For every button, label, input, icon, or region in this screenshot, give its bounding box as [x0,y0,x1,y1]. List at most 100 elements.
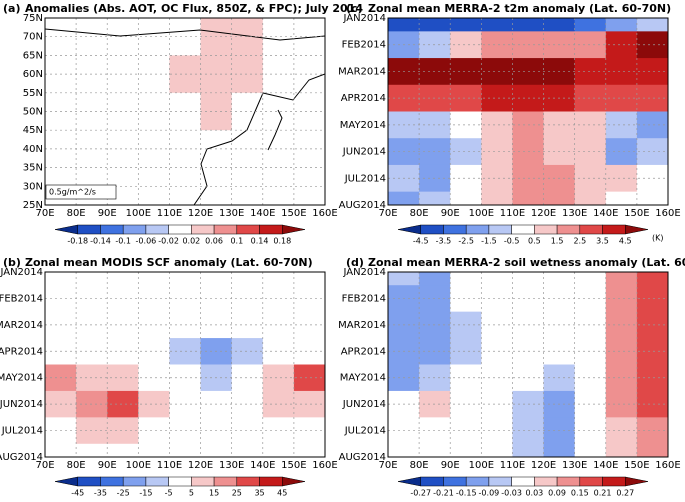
y-tick-label: 30N [23,181,43,192]
y-tick-label: 25N [23,200,43,211]
panel-label: (d) [346,256,364,269]
colorbar-label: -0.14 [90,237,111,246]
y-tick-label: JUL2014 [344,426,386,437]
x-tick-label: 120E [531,208,556,219]
heat-cell [636,58,668,86]
colorbar-label: -0.5 [504,237,520,246]
colorbar-label: -5 [165,489,173,498]
x-tick-label: 120E [188,460,213,471]
colorbar-swatch [488,476,512,487]
heat-cell [605,58,638,86]
heat-cell [262,364,295,392]
heat-cell [388,443,420,457]
heat-cell [169,272,202,286]
heat-cell [169,443,202,457]
colorbar-swatch [191,224,215,235]
x-tick-label: 150E [624,208,649,219]
heat-cell [636,338,668,365]
y-tick-label: APR2014 [0,346,43,357]
x-tick-label: 140E [250,460,275,471]
chart-title: Zonal mean MERRA-2 soil wetness anomaly … [368,256,685,269]
heat-cell [262,130,295,169]
colorbar-label: 0.5 [528,237,541,246]
y-tick-label: APR2014 [341,93,386,104]
colorbar-label: 2.5 [573,237,586,246]
heat-cell [636,31,668,59]
colorbar-swatch [556,224,581,235]
colorbar-swatch [213,476,238,487]
heat-cell [636,111,668,139]
y-tick-label: MAR2014 [338,320,386,331]
colorbar-swatch [236,224,260,235]
x-tick-label: 70E [378,460,397,471]
colorbar-swatch [443,476,467,487]
heat-cell [138,311,170,339]
colorbar-label: -0.21 [433,489,454,498]
heat-cell [293,443,325,457]
heat-cell [481,364,513,392]
heat-cell [543,191,576,205]
heat-cell [605,390,638,418]
y-tick-label: 60N [23,69,43,80]
x-tick-label: 160E [312,208,337,219]
heat-cell [481,58,513,86]
colorbar-label: 35 [254,489,264,498]
heat-cell [450,164,482,193]
heat-cell [293,92,325,131]
colorbar-swatch [145,224,169,235]
chart-title: Zonal mean MERRA-2 t2m anomaly (Lat. 60-… [368,2,671,15]
y-tick-label: APR2014 [341,346,386,357]
colorbar-label: -25 [117,489,130,498]
x-tick-label: 130E [219,208,244,219]
x-tick-label: 150E [281,460,306,471]
heat-cell [605,285,638,313]
colorbar-swatch [122,224,147,235]
x-tick-label: 80E [67,208,86,219]
heat-cell [543,272,576,286]
heat-cell [388,18,420,32]
heat-cell [636,285,668,313]
colorbar-label: -0.15 [456,489,477,498]
heat-cell [293,55,325,94]
heat-cell [512,272,545,286]
y-tick-label: 65N [23,50,43,61]
y-tick-label: 35N [23,163,43,174]
heat-cell [605,338,638,365]
heat-cell [138,130,170,169]
plot-frame [44,17,326,206]
y-tick-label: AUG2014 [339,452,386,463]
panel-label: (a) [3,2,20,15]
colorbar-swatch [236,476,260,487]
plot-frame [44,271,326,458]
x-tick-label: 160E [655,460,680,471]
x-tick-label: 130E [562,460,587,471]
y-tick-label: 45N [23,125,43,136]
colorbar-label: -3.5 [436,237,452,246]
heat-cell [419,443,451,457]
colorbar-swatch [443,224,467,235]
colorbar-label: -0.09 [479,489,500,498]
colorbar-label: 25 [232,489,242,498]
colorbar-label: 0.27 [616,489,634,498]
heat-cell [293,390,325,418]
heat-cell [107,18,139,56]
heat-cell [605,443,638,457]
colorbar-swatch [122,476,147,487]
heat-cell [262,390,295,418]
heat-cell [107,285,139,313]
heat-cell [605,164,638,193]
x-tick-label: 80E [67,460,86,471]
heat-cell [262,272,295,286]
heatmap-cells [388,18,668,205]
heat-cell [200,443,233,457]
colorbar-swatch [534,476,558,487]
heat-cell [481,111,513,139]
y-tick-label: 55N [23,88,43,99]
heat-cell [574,191,607,205]
x-tick-label: 90E [441,460,460,471]
x-tick-label: 120E [531,460,556,471]
heat-cell [543,18,576,32]
coastline [45,28,325,205]
heat-cell [107,338,139,365]
